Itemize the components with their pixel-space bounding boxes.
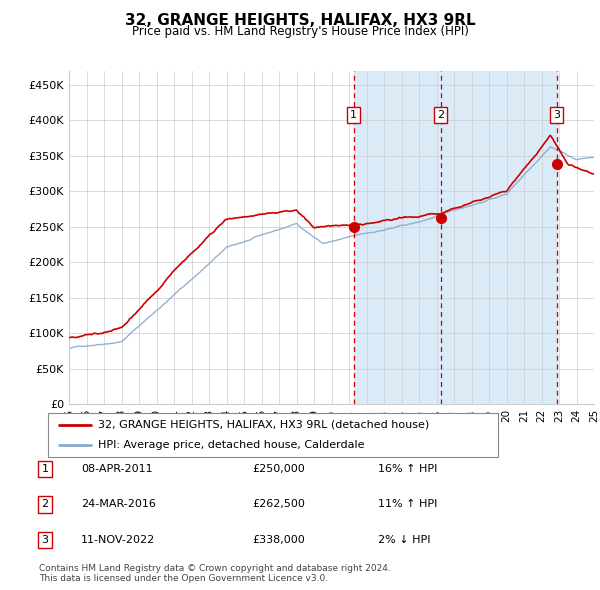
- Text: 3: 3: [41, 535, 49, 545]
- Text: 32, GRANGE HEIGHTS, HALIFAX, HX3 9RL (detached house): 32, GRANGE HEIGHTS, HALIFAX, HX3 9RL (de…: [97, 420, 429, 430]
- Text: £262,500: £262,500: [252, 500, 305, 509]
- Text: HPI: Average price, detached house, Calderdale: HPI: Average price, detached house, Cald…: [97, 440, 364, 450]
- Text: 11-NOV-2022: 11-NOV-2022: [81, 535, 155, 545]
- Text: 16% ↑ HPI: 16% ↑ HPI: [378, 464, 437, 474]
- FancyBboxPatch shape: [48, 413, 498, 457]
- Text: 24-MAR-2016: 24-MAR-2016: [81, 500, 156, 509]
- Text: Contains HM Land Registry data © Crown copyright and database right 2024.
This d: Contains HM Land Registry data © Crown c…: [39, 563, 391, 583]
- Text: 2: 2: [437, 110, 444, 120]
- Text: 11% ↑ HPI: 11% ↑ HPI: [378, 500, 437, 509]
- Text: 32, GRANGE HEIGHTS, HALIFAX, HX3 9RL: 32, GRANGE HEIGHTS, HALIFAX, HX3 9RL: [125, 13, 475, 28]
- Text: 08-APR-2011: 08-APR-2011: [81, 464, 152, 474]
- Text: 1: 1: [350, 110, 357, 120]
- Bar: [440, 71, 557, 404]
- Text: £250,000: £250,000: [252, 464, 305, 474]
- Text: 2% ↓ HPI: 2% ↓ HPI: [378, 535, 431, 545]
- Text: £338,000: £338,000: [252, 535, 305, 545]
- Text: 2: 2: [41, 500, 49, 509]
- Text: 3: 3: [553, 110, 560, 120]
- Bar: [354, 71, 440, 404]
- Text: Price paid vs. HM Land Registry's House Price Index (HPI): Price paid vs. HM Land Registry's House …: [131, 25, 469, 38]
- Text: 1: 1: [41, 464, 49, 474]
